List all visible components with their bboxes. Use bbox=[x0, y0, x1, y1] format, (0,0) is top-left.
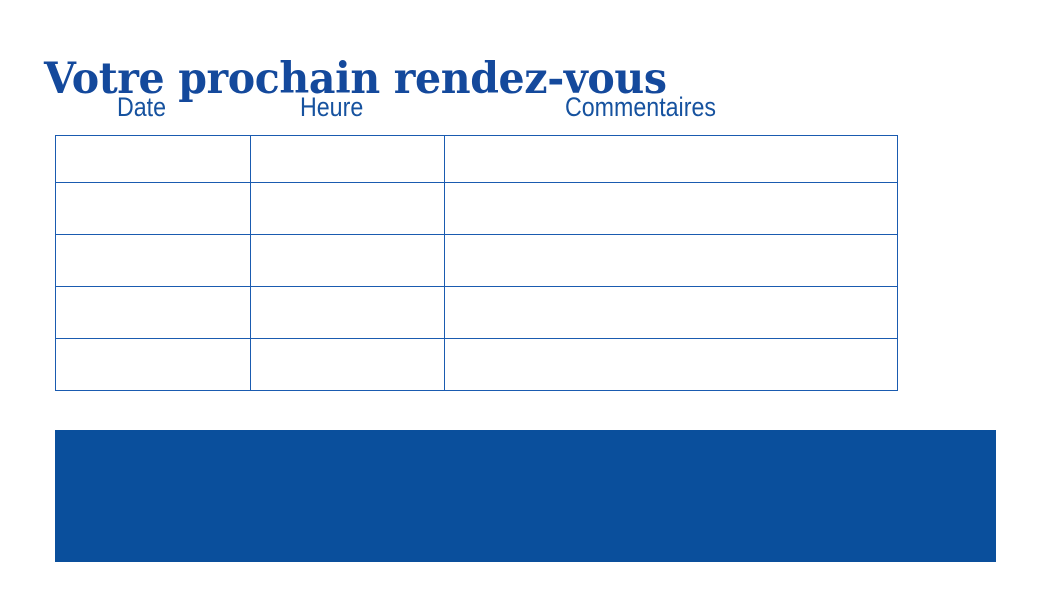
cell-commentaires[interactable] bbox=[444, 234, 898, 287]
cell-date[interactable] bbox=[55, 135, 251, 183]
table-row bbox=[55, 338, 898, 391]
notes-panel[interactable] bbox=[55, 430, 996, 562]
cell-commentaires[interactable] bbox=[444, 135, 898, 183]
table-row bbox=[55, 182, 898, 235]
cell-heure[interactable] bbox=[250, 338, 445, 391]
cell-commentaires[interactable] bbox=[444, 182, 898, 235]
column-header-commentaires: Commentaires bbox=[565, 92, 716, 122]
cell-date[interactable] bbox=[55, 338, 251, 391]
table-row bbox=[55, 286, 898, 339]
cell-date[interactable] bbox=[55, 234, 251, 287]
cell-heure[interactable] bbox=[250, 135, 445, 183]
table-row bbox=[55, 135, 898, 183]
cell-heure[interactable] bbox=[250, 286, 445, 339]
cell-commentaires[interactable] bbox=[444, 338, 898, 391]
cell-date[interactable] bbox=[55, 182, 251, 235]
appointment-table bbox=[55, 135, 898, 391]
column-header-date: Date bbox=[117, 92, 167, 122]
cell-heure[interactable] bbox=[250, 234, 445, 287]
column-header-heure: Heure bbox=[300, 92, 364, 122]
table-column-headers: Date Heure Commentaires bbox=[55, 90, 897, 128]
cell-heure[interactable] bbox=[250, 182, 445, 235]
cell-commentaires[interactable] bbox=[444, 286, 898, 339]
table-row bbox=[55, 234, 898, 287]
page-title: Votre prochain rendez-vous bbox=[44, 53, 667, 104]
cell-date[interactable] bbox=[55, 286, 251, 339]
